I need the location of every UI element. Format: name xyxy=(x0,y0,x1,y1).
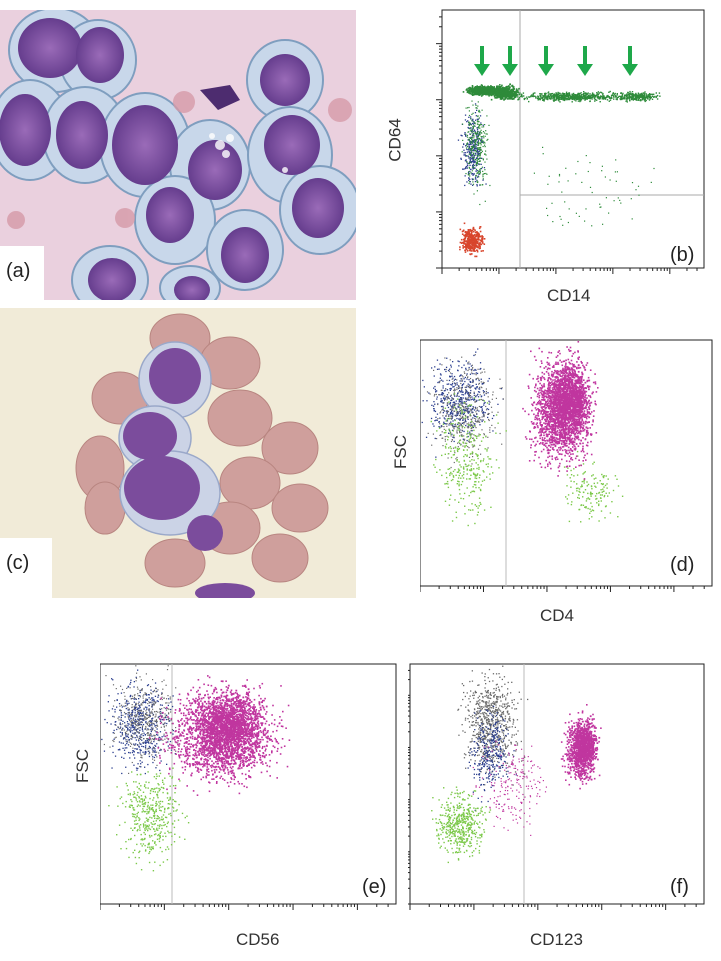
panel-label-e: (e) xyxy=(362,876,387,898)
cell-population xyxy=(461,92,491,206)
x-axis-label-d: CD4 xyxy=(540,606,575,625)
scatter-d-canvas xyxy=(420,339,713,592)
cell-population xyxy=(488,83,520,101)
cell-population xyxy=(515,90,635,103)
cell-population xyxy=(103,665,181,774)
panel-label-c: (c) xyxy=(6,552,30,574)
axis-ticks xyxy=(436,16,698,274)
cell-population xyxy=(426,354,504,469)
cell-population xyxy=(472,740,547,836)
axis-ticks xyxy=(100,904,389,910)
x-axis-label-f: CD123 xyxy=(530,930,583,949)
scatter-plot-f: CD123 (f) xyxy=(408,662,721,961)
arrow-head xyxy=(577,64,593,76)
arrow-head xyxy=(538,64,554,76)
cell-population xyxy=(421,348,504,458)
axis-ticks xyxy=(408,669,697,910)
cell-population xyxy=(457,103,487,187)
cell-population xyxy=(533,146,655,227)
arrow-head xyxy=(502,64,518,76)
scatter-f-canvas xyxy=(408,663,705,910)
cell-population xyxy=(467,705,517,812)
cell-population xyxy=(101,669,185,775)
panel-label-f: (f) xyxy=(670,876,689,898)
panel-label-a: (a) xyxy=(6,260,31,282)
cell-population xyxy=(431,786,492,864)
cell-population xyxy=(459,222,486,258)
scatter-plot-e: FSC CD56 (e) xyxy=(60,662,400,961)
cell-population xyxy=(614,90,661,103)
panel-label-b: (b) xyxy=(670,244,695,266)
arrow-head xyxy=(474,64,490,76)
scatter-b-canvas xyxy=(436,9,705,274)
x-axis-label-b: CD14 xyxy=(547,286,591,305)
cell-population xyxy=(547,362,594,445)
cell-population xyxy=(570,715,601,770)
micrograph-c: (c) xyxy=(0,308,356,598)
arrow-head xyxy=(622,64,638,76)
cell-population xyxy=(430,393,507,527)
micrograph-a: (a) xyxy=(0,10,356,300)
scatter-e-canvas xyxy=(100,663,397,910)
scatter-plot-b: CD64 CD14 (b) xyxy=(380,0,721,320)
axis-ticks xyxy=(420,586,705,592)
panel-label-d: (d) xyxy=(670,554,695,576)
cell-population xyxy=(148,675,291,796)
x-axis-label-e: CD56 xyxy=(236,930,280,949)
y-axis-label-e: FSC xyxy=(73,749,92,783)
y-axis-label-d: FSC xyxy=(391,435,410,469)
scatter-plot-d: FSC CD4 (d) xyxy=(380,330,721,630)
y-axis-label-b: CD64 xyxy=(385,118,405,162)
cell-population xyxy=(563,450,624,523)
cell-population xyxy=(108,767,190,872)
cell-population xyxy=(185,680,271,767)
micrograph-c-image xyxy=(0,308,356,598)
micrograph-a-image xyxy=(0,10,356,300)
